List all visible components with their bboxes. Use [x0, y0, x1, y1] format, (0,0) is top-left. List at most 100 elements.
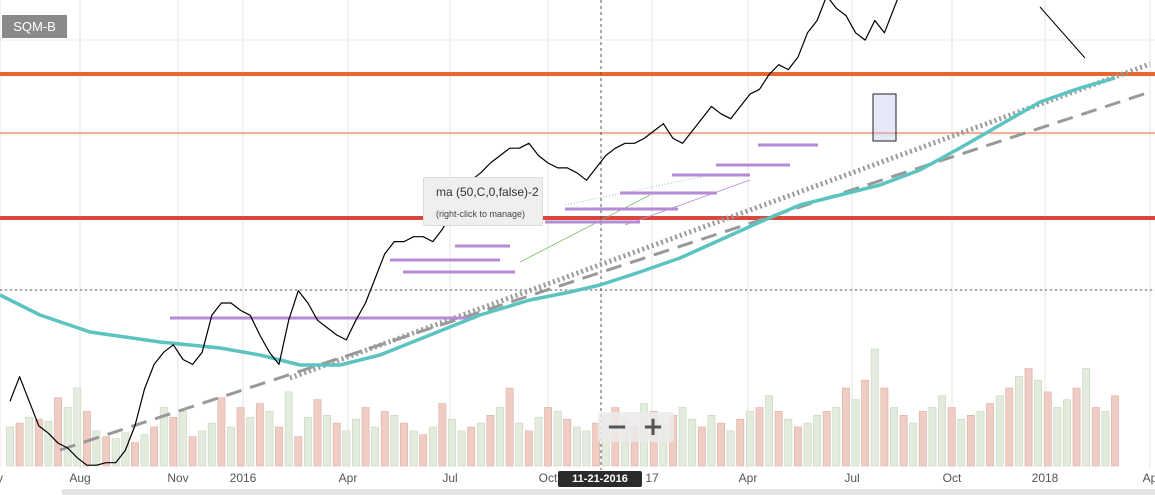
x-axis-tick-label: 2016 [230, 471, 257, 485]
volume-bar [803, 422, 812, 467]
annotation-line [1039, 6, 1086, 59]
volume-bar [284, 391, 293, 467]
volume-bar [707, 414, 716, 467]
horizontal-scrollbar[interactable] [62, 489, 1155, 495]
volume-bar [82, 411, 91, 467]
volume-bar [246, 416, 255, 467]
zoom-in-button[interactable]: + [642, 412, 664, 442]
zoom-out-button[interactable]: − [606, 412, 628, 442]
volume-bar [813, 414, 822, 467]
volume-bar [890, 407, 898, 467]
volume-bar [409, 430, 418, 467]
volume-bar [169, 416, 178, 467]
zoom-controls[interactable]: − + [598, 412, 674, 442]
volume-bar [909, 422, 918, 467]
x-axis-tick-label: Oct [943, 471, 962, 485]
volume-bar [822, 411, 831, 467]
volume-bar [563, 418, 572, 467]
volume-bar [870, 348, 879, 467]
volume-bar [544, 407, 552, 467]
volume-bar [986, 403, 994, 467]
volume-bar [688, 418, 697, 467]
volume-bar [582, 430, 591, 467]
x-axis-tick-label: Jul [442, 471, 457, 485]
volume-bar [832, 407, 841, 467]
volume-bar [678, 407, 687, 467]
volume-bar [784, 418, 793, 467]
volume-bar [371, 426, 380, 467]
volume-bar [534, 416, 543, 467]
volume-bar [995, 395, 1004, 467]
volume-bar [73, 387, 82, 467]
volume-bar [745, 411, 754, 467]
volume-bar [361, 407, 370, 467]
x-axis-tick-label: Aug [69, 471, 90, 485]
volume-bar [63, 407, 72, 467]
volume-bar [1072, 387, 1081, 467]
crosshair-date-label: 11-21-2016 [558, 471, 642, 487]
volume-bar [1024, 368, 1033, 467]
volume-bar [573, 426, 581, 467]
volume-bar [294, 436, 303, 467]
volume-bar [227, 426, 235, 467]
volume-bar [524, 430, 533, 467]
volume-bar [448, 418, 456, 467]
volume-bar [861, 379, 870, 467]
x-axis-tick-label: y [0, 471, 3, 485]
volume-bar [342, 430, 351, 467]
volume-bar [159, 407, 168, 467]
volume-bar [765, 395, 773, 467]
volume-bar [957, 418, 966, 467]
trendline-dashed [59, 90, 1151, 452]
volume-bar [697, 426, 706, 467]
volume-bar [1034, 379, 1043, 467]
x-axis-tick-label: 17 [645, 471, 659, 485]
volume-bar [150, 426, 159, 467]
indicator-tooltip[interactable]: ma (50,C,0,false)-2 (right-click to mana… [423, 177, 543, 226]
volume-bar [25, 416, 34, 467]
volume-bar [44, 420, 53, 467]
volume-bar [755, 407, 764, 467]
volume-bar [188, 436, 197, 467]
volume-bar [207, 422, 216, 467]
volume-bar [717, 422, 725, 467]
volume-bar [131, 442, 139, 467]
volume-bar [438, 403, 447, 467]
volume-bar [553, 411, 562, 467]
volume-bar [332, 422, 341, 467]
volume-bar [380, 411, 389, 467]
x-axis-tick-label: Oct [539, 471, 558, 485]
volume-bar [774, 411, 783, 467]
x-axis-tick-label: Apr [739, 471, 758, 485]
volume-bar [947, 407, 956, 467]
volume-bar [515, 422, 524, 467]
volume-bar [6, 426, 14, 467]
volume-bar [880, 387, 889, 467]
volume-bar [92, 430, 101, 467]
volume-bar [1063, 399, 1071, 467]
volume-bar [592, 422, 601, 467]
volume-bar [140, 434, 149, 467]
volume-bar [966, 414, 975, 467]
volume-bar [428, 426, 437, 467]
volume-bar [34, 418, 43, 467]
annotation-box [872, 93, 897, 142]
price-line [9, 0, 898, 466]
x-axis-tick-label: 2018 [1032, 471, 1059, 485]
volume-bar [323, 414, 331, 467]
volume-bar [736, 418, 745, 467]
volume-bar [1005, 387, 1014, 467]
volume-bar [457, 430, 466, 467]
volume-bar [1091, 407, 1100, 467]
volume-bar [217, 397, 226, 467]
volume-bar [1101, 411, 1110, 467]
volume-bar [899, 414, 908, 467]
trendline-purple-thin [624, 179, 751, 226]
volume-bar [313, 399, 322, 467]
x-axis-tick-label: Ap [1143, 471, 1155, 485]
volume-bar [1082, 368, 1091, 467]
x-axis-tick-label: Nov [167, 471, 188, 485]
volume-bar [15, 422, 24, 467]
